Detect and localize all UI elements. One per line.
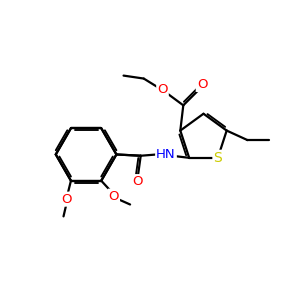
Text: O: O [61,193,72,206]
Text: O: O [197,78,207,91]
Text: O: O [133,175,143,188]
Text: O: O [157,83,168,96]
Text: HN: HN [156,148,176,161]
Text: S: S [214,151,222,165]
Text: O: O [109,190,119,203]
